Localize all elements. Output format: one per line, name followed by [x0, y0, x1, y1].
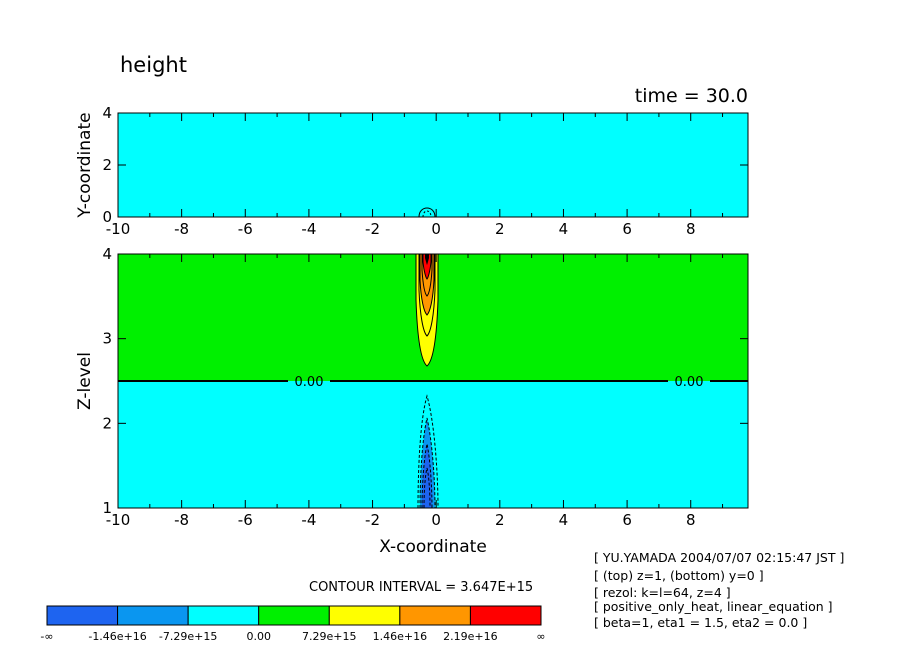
x-tick-label: -4: [301, 511, 316, 529]
top-panel-contour: [418, 207, 436, 218]
contour-interval: CONTOUR INTERVAL = 3.647E+15: [309, 580, 533, 595]
top-panel-field: [117, 112, 749, 218]
colorbar-swatch: [258, 605, 330, 626]
info-line: [ positive_only_heat, linear_equation ]: [594, 599, 833, 614]
x-tick-label: 8: [686, 511, 696, 529]
top-panel-contour: [422, 210, 432, 218]
colorbar-swatch: [469, 605, 542, 626]
x-tick-label: -8: [174, 511, 189, 529]
x-tick-label: 4: [559, 511, 569, 529]
colorbar-swatch: [187, 605, 260, 626]
x-tick-label: 2: [495, 220, 505, 238]
x-tick-label: 0: [431, 511, 441, 529]
info-line: [ (top) z=1, (bottom) y=0 ]: [594, 568, 764, 583]
info-line: [ beta=1, eta1 = 1.5, eta2 = 0.0 ]: [594, 615, 807, 630]
colorbar-swatch: [328, 605, 401, 626]
x-tick-label: -2: [365, 220, 380, 238]
y-tick-label: 1: [102, 499, 112, 517]
bottom-panel-xlabel: X-coordinate: [379, 537, 487, 557]
x-tick-label: 4: [559, 220, 569, 238]
top-panel: -10 -8 -6 -4 -2 0 2 4 6 8 0 2 4 Y-coordinate: [75, 104, 749, 238]
x-tick-label: 0: [431, 220, 441, 238]
x-tick-label: 6: [622, 511, 632, 529]
x-tick-label: -6: [238, 511, 253, 529]
info-block: [ YU.YAMADA 2004/07/07 02:15:47 JST ] [ …: [594, 550, 844, 630]
colorbar-swatch: [46, 605, 119, 626]
colorbar-label: ∞: [536, 630, 545, 643]
colorbar-swatch: [117, 605, 189, 626]
bottom-panel: 0.00 0.00 -10 -8 -6 -4 -2 0 2 4 6 8 1 2 3 4 Z-level X…: [75, 245, 749, 557]
y-tick-label: 2: [102, 414, 112, 432]
bottom-panel-frame: [117, 253, 749, 509]
colorbar-label: 0.00: [246, 630, 271, 643]
y-tick-label: 3: [102, 330, 112, 348]
chart-title: height: [120, 53, 187, 77]
positive-plume: [415, 253, 439, 367]
x-tick-label: -4: [301, 220, 316, 238]
colorbar-swatch: [399, 605, 471, 626]
x-tick-label: 2: [495, 511, 505, 529]
info-line: [ YU.YAMADA 2004/07/07 02:15:47 JST ]: [594, 550, 844, 565]
colorbar-label: 7.29e+15: [302, 630, 356, 643]
y-tick-label: 2: [102, 156, 112, 174]
colorbar-label: 1.46e+16: [373, 630, 427, 643]
contour-label: 0.00: [295, 375, 324, 390]
contour-label: 0.00: [675, 375, 704, 390]
x-tick-label: -2: [365, 511, 380, 529]
time-label: time = 30.0: [635, 85, 748, 107]
info-line: [ rezol: k=l=64, z=4 ]: [594, 585, 731, 600]
x-tick-label: -10: [106, 511, 131, 529]
colorbar: -∞ -1.46e+16 -7.29e+15 0.00 7.29e+15 1.46e+16…: [40, 605, 546, 643]
bottom-panel-ylabel: Z-level: [75, 352, 95, 410]
colorbar-label: -7.29e+15: [159, 630, 217, 643]
negative-plume: [417, 394, 439, 509]
y-tick-label: 4: [102, 245, 112, 263]
x-tick-label: -6: [238, 220, 253, 238]
colorbar-label: 2.19e+16: [443, 630, 497, 643]
y-tick-label: 0: [102, 208, 112, 226]
x-tick-label: -10: [106, 220, 131, 238]
colorbar-label: -1.46e+16: [88, 630, 146, 643]
y-tick-label: 4: [102, 104, 112, 122]
x-tick-label: 8: [686, 220, 696, 238]
x-tick-label: -8: [174, 220, 189, 238]
top-panel-ylabel: Y-coordinate: [75, 112, 95, 218]
colorbar-label: -∞: [40, 630, 53, 643]
x-tick-label: 6: [622, 220, 632, 238]
